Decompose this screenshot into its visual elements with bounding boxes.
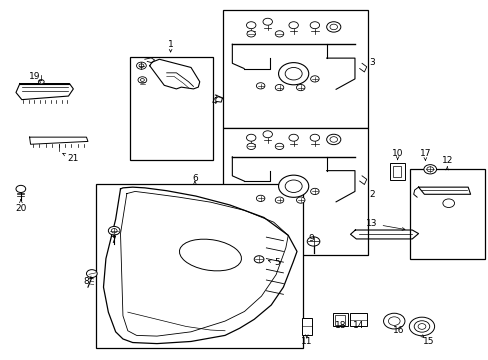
Bar bbox=[96, 184, 302, 348]
Circle shape bbox=[423, 165, 436, 174]
Circle shape bbox=[263, 131, 272, 138]
Ellipse shape bbox=[179, 239, 241, 271]
Circle shape bbox=[306, 237, 319, 246]
Text: 12: 12 bbox=[441, 156, 452, 165]
Circle shape bbox=[275, 31, 283, 37]
Circle shape bbox=[408, 317, 434, 336]
Text: 8: 8 bbox=[83, 277, 89, 286]
Circle shape bbox=[246, 22, 255, 29]
Bar bbox=[332, 313, 347, 327]
Circle shape bbox=[256, 195, 264, 202]
Text: 6: 6 bbox=[192, 174, 197, 183]
Circle shape bbox=[136, 62, 146, 69]
Text: 9: 9 bbox=[308, 234, 314, 243]
Circle shape bbox=[275, 197, 283, 203]
Circle shape bbox=[288, 134, 298, 141]
Circle shape bbox=[329, 24, 337, 30]
Circle shape bbox=[329, 137, 337, 142]
Circle shape bbox=[246, 31, 255, 37]
Circle shape bbox=[296, 85, 305, 91]
Circle shape bbox=[383, 313, 404, 329]
Circle shape bbox=[275, 143, 283, 149]
Circle shape bbox=[254, 256, 264, 263]
Circle shape bbox=[426, 167, 433, 172]
Bar bbox=[130, 57, 212, 160]
Circle shape bbox=[310, 76, 319, 82]
Text: 19: 19 bbox=[29, 72, 40, 81]
Circle shape bbox=[310, 188, 319, 194]
Text: 2: 2 bbox=[369, 190, 374, 199]
Circle shape bbox=[288, 22, 298, 29]
Text: 4: 4 bbox=[211, 97, 217, 106]
Text: 13: 13 bbox=[366, 219, 377, 228]
Circle shape bbox=[309, 22, 319, 29]
Circle shape bbox=[246, 143, 255, 149]
Text: 21: 21 bbox=[67, 154, 79, 163]
Circle shape bbox=[387, 317, 399, 325]
Circle shape bbox=[139, 64, 143, 67]
Bar bbox=[335, 315, 345, 325]
Text: 5: 5 bbox=[274, 258, 280, 267]
Circle shape bbox=[417, 324, 425, 329]
Text: 3: 3 bbox=[369, 58, 374, 67]
Circle shape bbox=[442, 199, 454, 207]
Circle shape bbox=[140, 78, 144, 81]
Text: 15: 15 bbox=[422, 337, 433, 346]
Text: 20: 20 bbox=[15, 204, 26, 213]
Text: 16: 16 bbox=[392, 326, 404, 335]
Text: 7: 7 bbox=[110, 236, 116, 245]
Circle shape bbox=[263, 18, 272, 25]
Circle shape bbox=[256, 83, 264, 89]
Bar bbox=[392, 166, 400, 177]
Circle shape bbox=[278, 63, 308, 85]
Circle shape bbox=[413, 321, 429, 332]
Circle shape bbox=[16, 185, 26, 193]
Bar bbox=[409, 169, 484, 258]
Circle shape bbox=[108, 226, 120, 235]
Text: 10: 10 bbox=[391, 149, 403, 158]
Circle shape bbox=[86, 270, 97, 278]
Circle shape bbox=[38, 80, 44, 84]
Bar bbox=[222, 10, 368, 128]
Circle shape bbox=[309, 134, 319, 141]
Circle shape bbox=[285, 180, 302, 193]
Bar bbox=[222, 128, 368, 255]
Circle shape bbox=[296, 197, 305, 203]
Text: 18: 18 bbox=[334, 321, 346, 330]
Circle shape bbox=[246, 134, 255, 141]
Circle shape bbox=[285, 67, 302, 80]
Circle shape bbox=[111, 229, 117, 233]
Text: 17: 17 bbox=[419, 149, 430, 158]
Text: 11: 11 bbox=[301, 337, 312, 346]
Bar bbox=[301, 318, 311, 336]
Circle shape bbox=[278, 175, 308, 197]
Circle shape bbox=[326, 22, 340, 32]
Text: 14: 14 bbox=[352, 321, 364, 330]
Bar bbox=[389, 163, 404, 180]
Circle shape bbox=[275, 85, 283, 91]
Circle shape bbox=[326, 134, 340, 145]
Text: 1: 1 bbox=[167, 40, 173, 49]
Bar bbox=[350, 313, 366, 327]
Circle shape bbox=[138, 77, 146, 83]
